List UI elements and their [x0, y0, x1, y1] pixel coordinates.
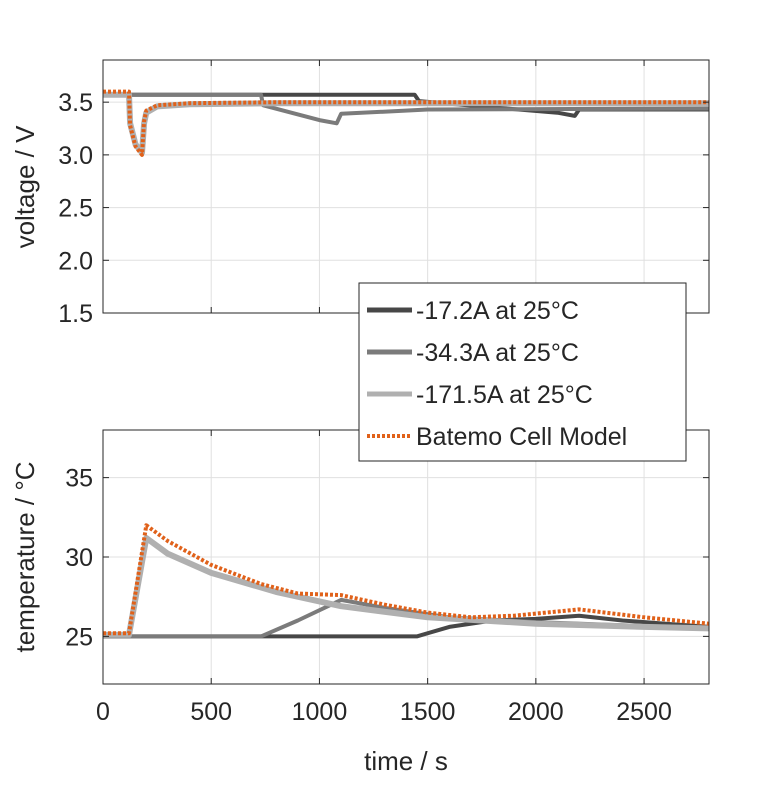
voltage-series-34-3a: [103, 92, 710, 126]
voltage-y-tick-label: 3.5: [58, 89, 93, 117]
voltage-series-batemo-model: [103, 89, 709, 157]
legend-box: [358, 282, 687, 462]
temperature-x-tick-label: 1500: [400, 698, 456, 726]
voltage-ylabel: voltage / V: [10, 125, 40, 249]
legend-label-1: -17.2A at 25°C: [416, 297, 579, 325]
temperature-x-tick-label: 0: [96, 698, 110, 726]
temperature-series-17-2a: [103, 613, 710, 639]
temperature-x-tick-label: 2000: [508, 698, 564, 726]
voltage-y-tick-label: 3.0: [58, 142, 93, 170]
temperature-panel: 25 30 35 0 500 1000 1500 2000 2500: [65, 429, 710, 726]
temperature-x-tick-label: 500: [190, 698, 232, 726]
temperature-y-tick-label: 25: [65, 623, 93, 651]
temperature-y-tick-label: 35: [65, 465, 93, 493]
time-xlabel: time / s: [364, 746, 448, 776]
legend: -17.2A at 25°C -34.3A at 25°C -171.5A at…: [358, 282, 687, 462]
voltage-y-tick-label: 1.5: [58, 300, 93, 328]
temperature-ylabel: temperature / °C: [10, 461, 40, 652]
temperature-series-171-5a: [103, 535, 710, 638]
voltage-y-tick-label: 2.0: [58, 247, 93, 275]
legend-label-4: Batemo Cell Model: [416, 423, 627, 451]
legend-label-2: -34.3A at 25°C: [416, 339, 579, 367]
voltage-panel: 1.5 2.0 2.5 3.0 3.5: [58, 59, 710, 328]
voltage-y-tick-label: 2.5: [58, 195, 93, 223]
temperature-x-tick-label: 1000: [292, 698, 348, 726]
temperature-series-batemo-model: [103, 523, 710, 636]
voltage-plot-area: [103, 60, 709, 313]
legend-label-3: -171.5A at 25°C: [416, 381, 593, 409]
temperature-x-tick-label: 2500: [616, 698, 672, 726]
temperature-y-tick-label: 30: [65, 544, 93, 572]
